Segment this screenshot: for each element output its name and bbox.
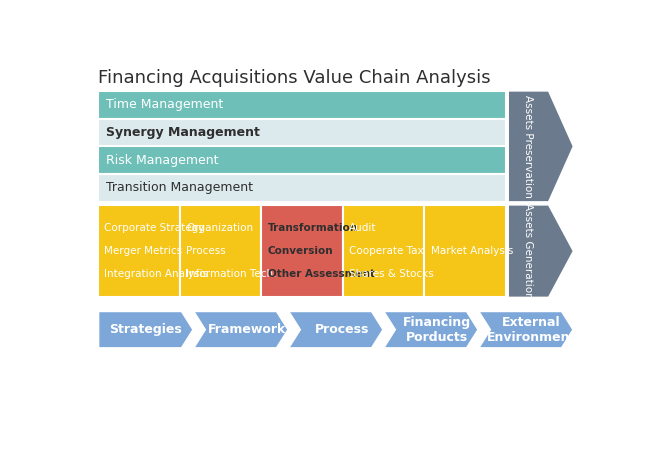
Text: Framework: Framework [207, 323, 286, 336]
Polygon shape [193, 311, 289, 348]
Text: Merger Metrics: Merger Metrics [105, 246, 183, 256]
Polygon shape [289, 311, 384, 348]
Text: Market Analysis: Market Analysis [430, 246, 513, 256]
Text: Organization: Organization [186, 223, 253, 233]
Text: Integration Analysis: Integration Analysis [105, 269, 209, 279]
Polygon shape [98, 311, 193, 348]
Text: Synergy Management: Synergy Management [106, 126, 260, 139]
Text: Risk Management: Risk Management [106, 154, 218, 167]
Text: Transition Management: Transition Management [106, 181, 253, 194]
Text: Corporate Strategy: Corporate Strategy [105, 223, 205, 233]
FancyBboxPatch shape [98, 174, 506, 202]
Polygon shape [508, 205, 573, 297]
Text: Conversion: Conversion [268, 246, 333, 256]
Text: Information Tech.: Information Tech. [186, 269, 276, 279]
Text: Cooperate Tax: Cooperate Tax [349, 246, 424, 256]
FancyBboxPatch shape [180, 205, 261, 297]
Text: Shares & Stocks: Shares & Stocks [349, 269, 434, 279]
FancyBboxPatch shape [98, 205, 180, 297]
Text: Financing
Porducts: Financing Porducts [402, 315, 471, 344]
FancyBboxPatch shape [261, 205, 343, 297]
FancyBboxPatch shape [98, 119, 506, 146]
Text: Strategies: Strategies [109, 323, 182, 336]
FancyBboxPatch shape [98, 146, 506, 174]
Text: Assets Generation: Assets Generation [523, 203, 534, 299]
Text: Assets Preservation: Assets Preservation [523, 95, 534, 198]
Text: Transformation: Transformation [268, 223, 358, 233]
Text: Process: Process [315, 323, 369, 336]
FancyBboxPatch shape [424, 205, 506, 297]
Text: Other Assessment: Other Assessment [268, 269, 374, 279]
FancyBboxPatch shape [343, 205, 424, 297]
Polygon shape [384, 311, 478, 348]
Text: Process: Process [186, 246, 226, 256]
Polygon shape [478, 311, 573, 348]
Text: External
Environment: External Environment [487, 315, 577, 344]
FancyBboxPatch shape [98, 91, 506, 119]
Text: Time Management: Time Management [106, 98, 224, 111]
Polygon shape [508, 91, 573, 202]
Text: Financing Acquisitions Value Chain Analysis: Financing Acquisitions Value Chain Analy… [98, 69, 491, 87]
Text: Audit: Audit [349, 223, 376, 233]
